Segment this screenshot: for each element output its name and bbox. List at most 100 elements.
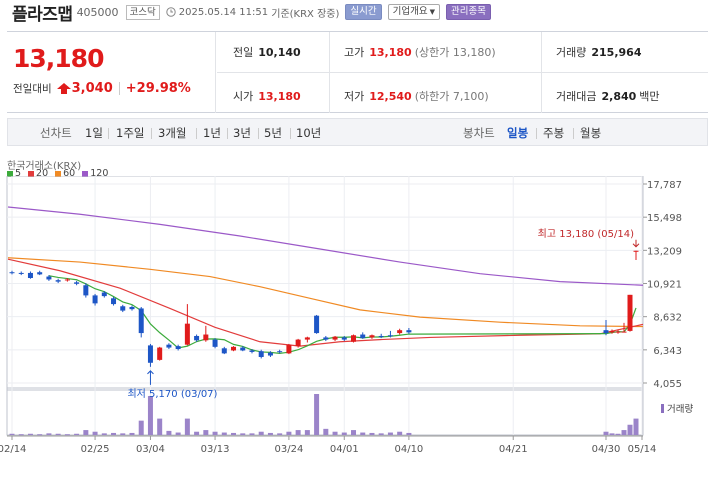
candle-body <box>9 272 15 274</box>
candle-body <box>621 331 627 333</box>
volume-bar <box>323 428 329 435</box>
divider <box>196 128 197 139</box>
divider <box>329 32 330 113</box>
candle-body <box>397 330 403 334</box>
legend-ma120: 120 <box>82 168 108 179</box>
divider <box>118 82 120 95</box>
stock-name[interactable]: 플라즈맵 <box>12 4 73 25</box>
volume-bar <box>231 432 237 435</box>
price-chart[interactable]: 17,787 15,498 13,209 10,921 8,632 6,343 4,055 0… <box>0 176 708 492</box>
candle-body <box>64 279 70 281</box>
volume-bar <box>212 431 218 435</box>
period-1d[interactable]: 1일 <box>85 126 103 140</box>
candle-body <box>603 330 609 334</box>
volume-bar <box>267 432 273 435</box>
ma20-line <box>7 258 644 347</box>
candle-body <box>323 337 329 340</box>
candle-body <box>37 272 43 275</box>
x-tick-label: 04/10 <box>394 444 423 455</box>
volume-bar <box>314 394 320 435</box>
company-overview-label: 기업개요 <box>392 6 428 17</box>
volume-bar <box>258 431 264 435</box>
candle-daily[interactable]: 일봉 <box>507 126 529 140</box>
volume-bar <box>249 433 255 435</box>
candle-body <box>615 331 621 333</box>
volume-bar <box>603 431 609 435</box>
candle-body <box>92 295 98 304</box>
prev-close-value: 10,140 <box>258 46 301 59</box>
ma-legend: 5 20 60 120 <box>7 168 115 179</box>
candle-body <box>341 337 347 340</box>
period-5y[interactable]: 5년 <box>264 126 282 140</box>
current-price-panel: 13,180 전일대비 3,040 +29.98% <box>7 32 216 113</box>
divider <box>573 128 574 139</box>
x-tick-label: 04/21 <box>499 444 528 455</box>
candle-monthly[interactable]: 월봉 <box>580 126 602 140</box>
amount-value: 2,840 <box>601 90 637 103</box>
volume-bar <box>341 432 347 435</box>
high-arrow-icon <box>632 239 640 248</box>
period-3y[interactable]: 3년 <box>233 126 251 140</box>
company-overview-button[interactable]: 기업개요 ▼ <box>387 4 440 20</box>
price-change: 전일대비 3,040 +29.98% <box>13 81 191 96</box>
x-tick-label: 03/24 <box>274 444 303 455</box>
period-10y[interactable]: 10년 <box>296 126 322 140</box>
legend-ma5: 5 <box>7 168 21 179</box>
high-annotation: 최고 13,180 (05/14) <box>538 228 634 240</box>
volume-value: 215,964 <box>591 46 642 59</box>
volume-bar <box>295 430 301 435</box>
legend-ma60: 60 <box>55 168 75 179</box>
candle-body <box>18 272 24 274</box>
legend-swatch <box>55 170 62 177</box>
divider <box>151 128 152 139</box>
volume-bar <box>378 433 384 435</box>
divider <box>227 128 228 139</box>
volume-bar <box>387 432 393 435</box>
volume-bar <box>286 431 292 435</box>
candle-body <box>304 337 310 340</box>
volume-bar <box>360 432 366 435</box>
legend-swatch <box>7 170 13 177</box>
volume-bar <box>184 418 190 435</box>
timestamp: 2025.05.14 11:51 기준(KRX 장중) <box>166 5 339 20</box>
candle-body <box>369 335 375 338</box>
candle-body <box>286 344 292 354</box>
candle-weekly[interactable]: 주봉 <box>543 126 565 140</box>
volume-bar <box>166 430 172 435</box>
legend-ma20: 20 <box>28 168 48 179</box>
volume-bar <box>120 433 126 435</box>
stock-header: 플라즈맵 405000 코스닥 2025.05.14 11:51 기준(KRX … <box>0 0 708 25</box>
legend-swatch <box>82 170 89 177</box>
volume-bar <box>83 430 89 435</box>
upper-limit-note: (상한가 13,180) <box>414 46 496 59</box>
y-tick-label: 4,055 <box>653 379 682 390</box>
low-arrow-icon <box>147 370 154 385</box>
candle-body <box>332 336 338 340</box>
managed-stock-badge[interactable]: 관리종목 <box>445 4 491 20</box>
candle-body <box>627 294 633 331</box>
volume-bar <box>203 430 209 435</box>
volume-bar <box>101 433 107 435</box>
volume-bar <box>55 433 61 435</box>
volume-bar <box>332 431 338 435</box>
candle-body <box>378 335 384 337</box>
legend-label: 120 <box>90 168 109 179</box>
candle-body <box>55 280 61 282</box>
y-tick-label: 10,921 <box>647 280 682 291</box>
y-tick-label: 8,632 <box>653 313 682 324</box>
volume-bar <box>194 431 200 435</box>
volume-bar <box>129 432 135 435</box>
volume-bar <box>633 418 639 435</box>
period-3m[interactable]: 3개월 <box>158 126 187 140</box>
realtime-button[interactable]: 실시간 <box>345 4 382 20</box>
change-label: 전일대비 <box>13 83 52 95</box>
candle-body <box>360 334 366 339</box>
candle-body <box>129 306 135 310</box>
period-1w[interactable]: 1주일 <box>116 126 145 140</box>
y-tick-label: 17,787 <box>647 180 682 191</box>
low-label: 저가 <box>344 90 365 103</box>
line-chart-label: 선차트 <box>40 126 72 140</box>
period-1y[interactable]: 1년 <box>203 126 221 140</box>
volume-bar <box>46 433 52 435</box>
candle-body <box>240 347 246 351</box>
